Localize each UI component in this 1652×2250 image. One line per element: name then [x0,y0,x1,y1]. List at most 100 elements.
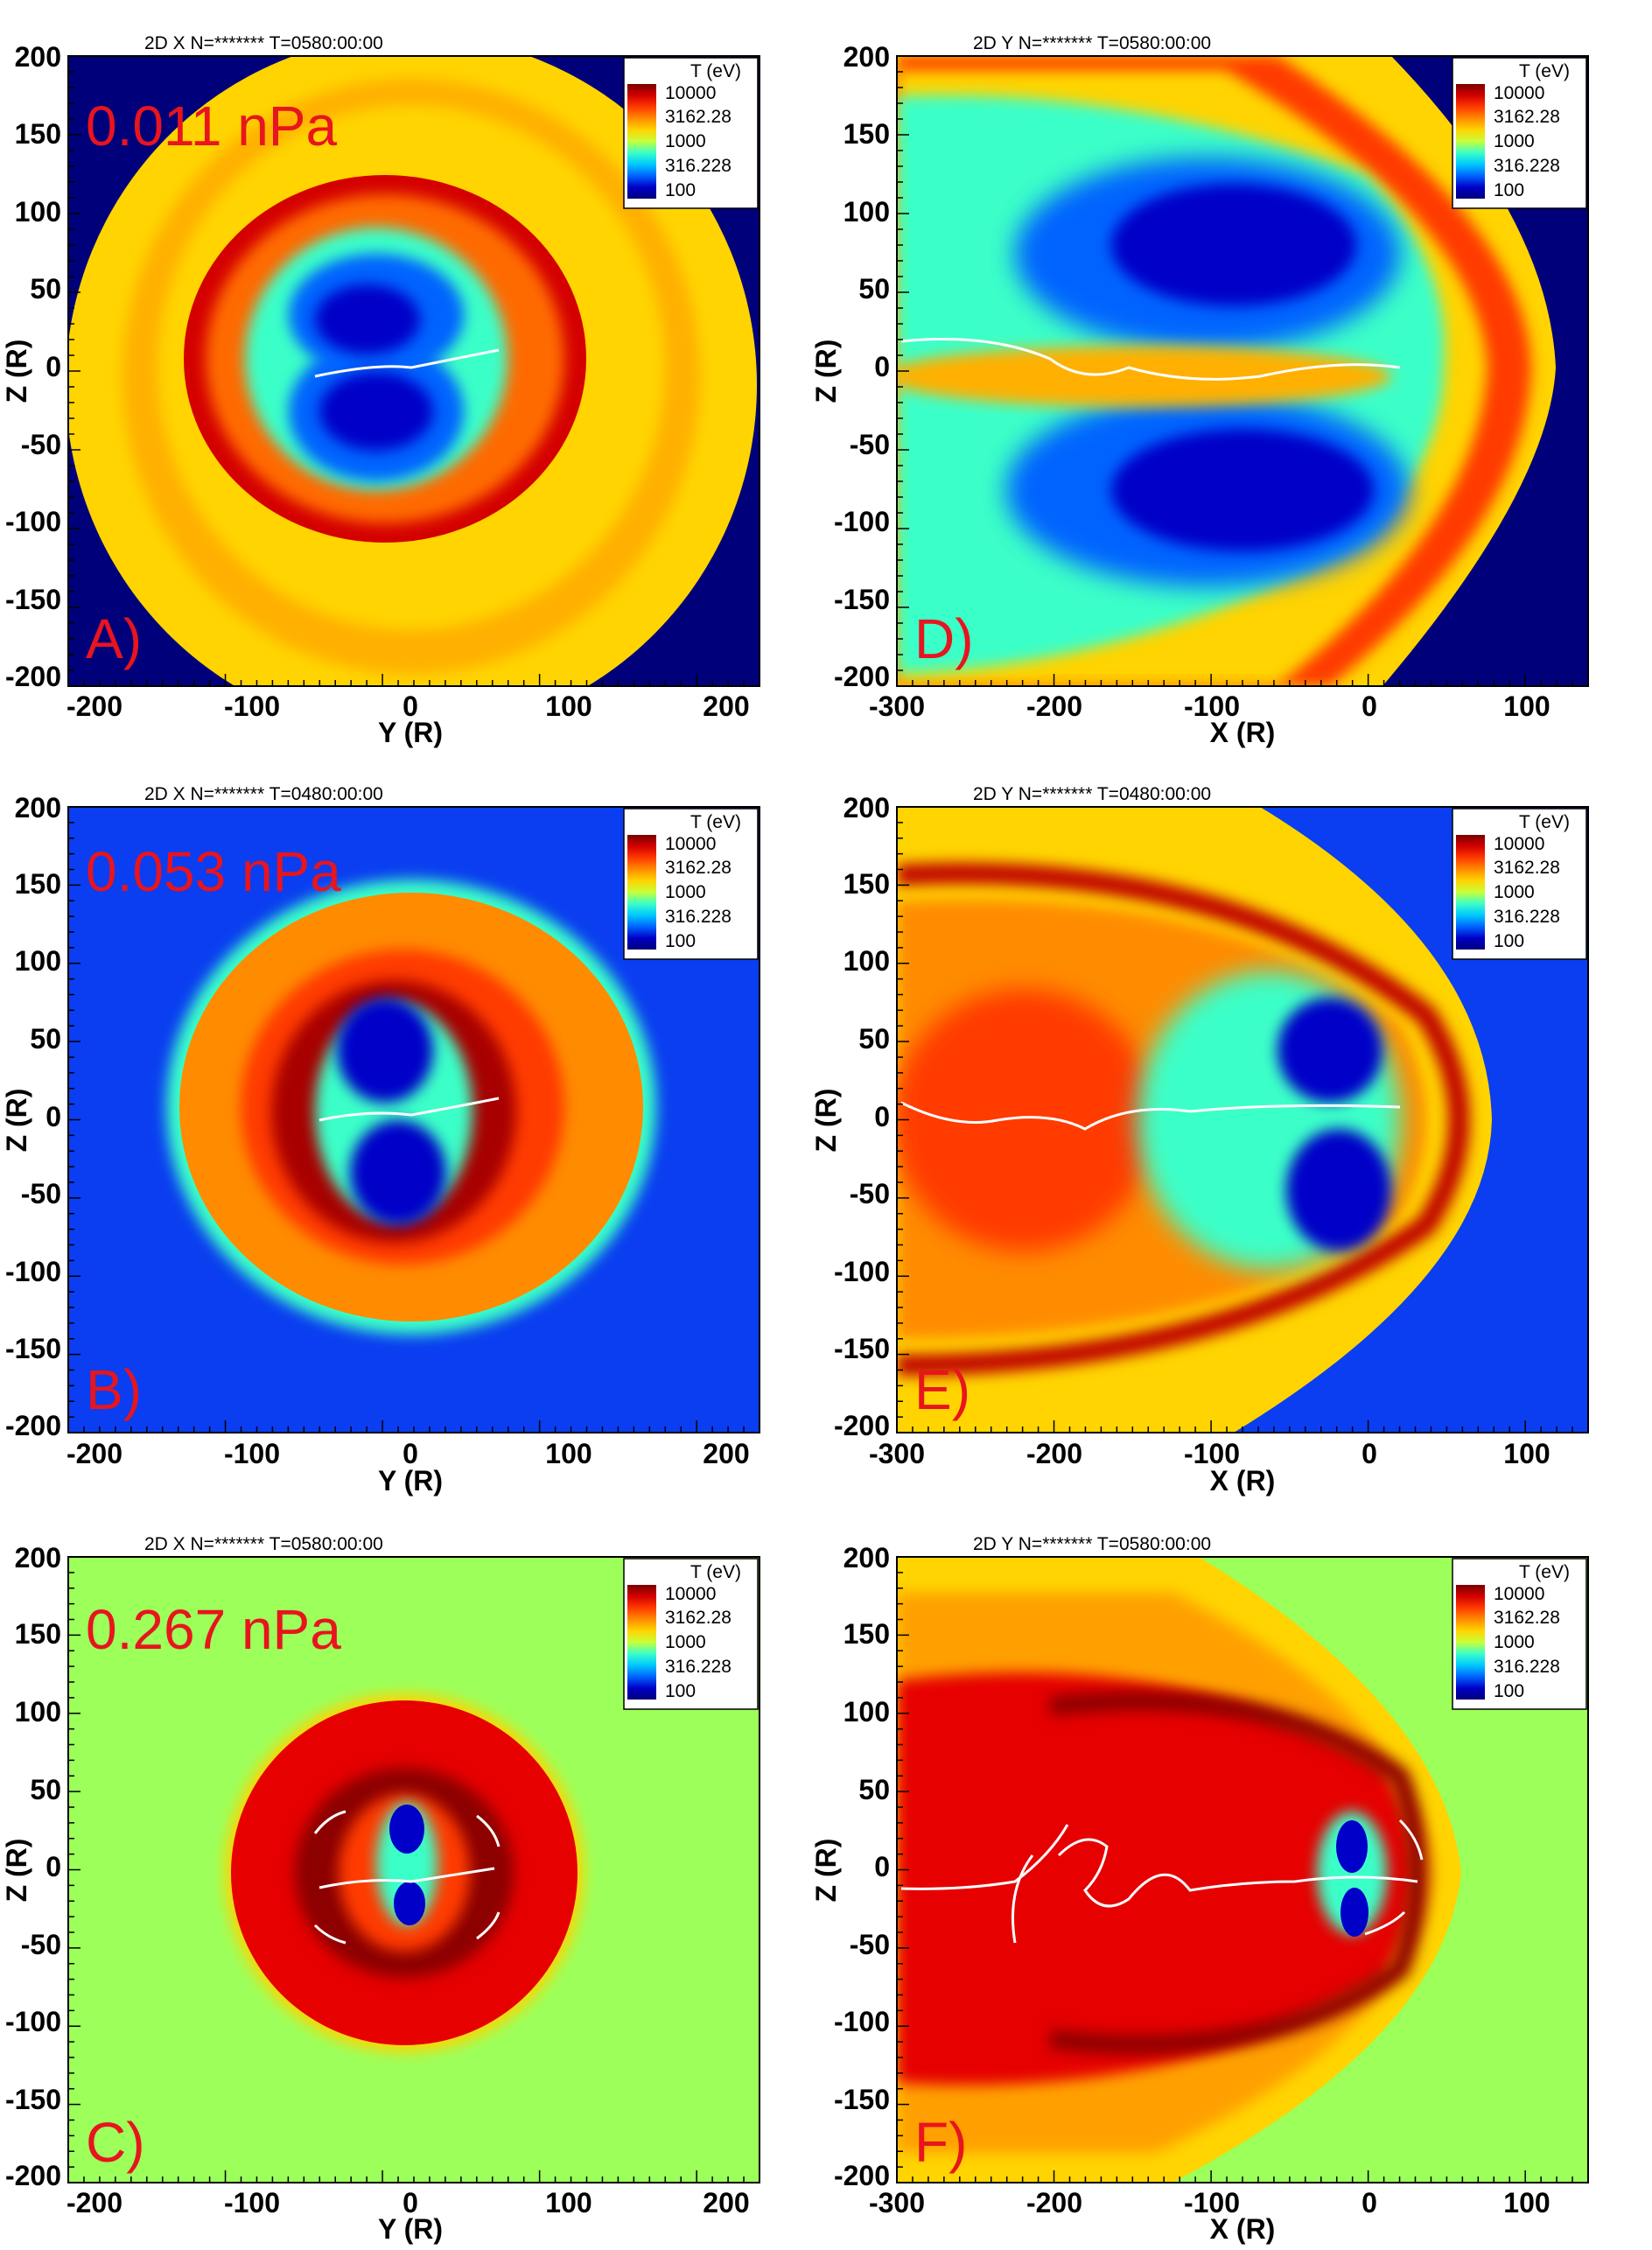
y-tick-label: -100 [834,2006,890,2037]
x-axis-label: Y (R) [378,717,443,748]
y-tick-label: 0 [874,351,890,382]
panel-header: 2D X N=******* T=0480:00:00 [144,784,383,804]
current-sheet-line [900,1824,1069,1890]
cold-lobe [1278,998,1382,1103]
y-tick-label: -50 [850,1178,890,1209]
y-tick-label: 50 [30,273,61,305]
cold-lobe [350,1120,446,1225]
hot-region [897,1672,1413,2085]
x-tick-label: -200 [1026,2187,1082,2218]
x-tick-label: 0 [402,1438,418,1469]
colorbar-tick-label: 3162.28 [1494,858,1560,878]
panel-c: 2D X N=******* T=0580:00:00 T (eV) 10000… [1,1534,760,2245]
colorbar-tick-label: 1000 [665,882,706,902]
x-tick-label: -100 [224,690,280,722]
y-tick-label: 50 [858,1774,890,1805]
x-tick-label: 0 [1362,690,1377,722]
y-axis-label: Z (R) [1,1839,32,1903]
cold-lobe [1336,1820,1368,1873]
colorbar-swatch [1456,1585,1485,1700]
y-tick-label: 100 [844,1696,890,1728]
panel-letter: D) [914,607,974,670]
panel-b: 2D X N=******* T=0480:00:00 T (eV) 10000… [1,784,760,1496]
colorbar-swatch [627,1585,656,1700]
cold-core [319,372,433,451]
x-tick-labels: -300 -200 -100 0 100 [869,1438,1550,1469]
y-tick-label: -100 [5,506,61,537]
y-tick-label: 150 [15,118,61,150]
y-tick-label: 50 [858,273,890,305]
panel-header: 2D X N=******* T=0580:00:00 [144,33,383,53]
colorbar-tick-label: 100 [665,931,696,951]
axis-ticks [67,55,760,687]
plot-area [68,807,760,1433]
colorbar-tick-label: 100 [665,180,696,200]
cold-lobe [1286,1129,1391,1251]
colorbar-legend: T (eV) 10000 3162.28 1000 316.228 100 [1452,57,1587,209]
x-tick-label: 100 [1503,690,1550,722]
plasma-sheet [897,346,1391,407]
colorbar-legend: T (eV) 10000 3162.28 1000 316.228 100 [623,1558,759,1710]
colorbar-legend: T (eV) 10000 3162.28 1000 316.228 100 [1452,1558,1587,1710]
y-tick-label: -50 [850,1929,890,1960]
colorbar-tick-label: 3162.28 [665,1608,732,1628]
colorbar-tick-label: 316.228 [665,907,732,927]
y-tick-label: -100 [5,2006,61,2037]
cold-core [1111,429,1374,551]
y-tick-label: 100 [15,945,61,977]
y-tick-label: -200 [5,1410,61,1441]
x-axis-label: Y (R) [378,1465,443,1496]
plot-area [68,1557,760,2183]
y-tick-label: 0 [46,1101,61,1132]
x-tick-label: 200 [703,690,749,722]
y-tick-label: -200 [5,661,61,692]
y-tick-label: -150 [834,1333,890,1364]
panel-e: 2D Y N=******* T=0480:00:00 T (eV) 10000… [810,784,1589,1496]
boundary-line [313,1924,346,1945]
boundary-line [1398,1819,1424,1861]
y-tick-label: 100 [844,945,890,977]
colorbar-title: T (eV) [690,1562,741,1582]
y-tick-labels: 200 150 100 50 0 -50 -100 -150 -200 [5,41,61,692]
y-tick-label: -150 [834,584,890,615]
tail-hot-region [897,989,1155,1251]
plot-area [897,807,1588,1433]
colorbar-legend: T (eV) 10000 3162.28 1000 316.228 100 [623,808,759,960]
panel-f: 2D Y N=******* T=0580:00:00 T (eV) 10000… [810,1534,1589,2245]
y-tick-label: -200 [834,1410,890,1441]
y-tick-label: 200 [15,792,61,824]
colorbar-tick-label: 3162.28 [665,107,732,127]
colorbar-tick-label: 316.228 [1494,1657,1560,1677]
y-axis-label: Z (R) [810,1089,842,1153]
colorbar-legend: T (eV) 10000 3162.28 1000 316.228 100 [623,57,759,209]
colorbar-tick-label: 1000 [1494,131,1535,151]
y-tick-label: 50 [30,1774,61,1805]
y-tick-label: 0 [874,1851,890,1882]
current-sheet-line [1012,1854,1034,1944]
colorbar-title: T (eV) [1519,61,1570,81]
y-tick-label: 150 [844,1618,890,1650]
colorbar-tick-label: 10000 [665,1584,716,1604]
colorbar-legend: T (eV) 10000 3162.28 1000 316.228 100 [1452,808,1587,960]
plot-area [897,1557,1588,2183]
y-tick-labels: 200 150 100 50 0 -50 -100 -150 -200 [834,1542,890,2191]
colorbar-title: T (eV) [1519,1562,1570,1582]
x-tick-label: -200 [1026,1438,1082,1469]
x-tick-label: -200 [1026,690,1082,722]
x-tick-label: -100 [224,1438,280,1469]
panel-a: 2D X N=******* T=0580:00:00 T (eV) 10000… [1,33,760,748]
y-tick-label: 150 [844,118,890,150]
y-axis-label: Z (R) [810,1839,842,1903]
y-tick-labels: 200 150 100 50 0 -50 -100 -150 -200 [5,1542,61,2191]
colorbar-title: T (eV) [1519,812,1570,832]
colorbar-tick-label: 316.228 [665,1657,732,1677]
y-tick-labels: 200 150 100 50 0 -50 -100 -150 -200 [834,792,890,1441]
axis-ticks [896,55,1589,687]
colorbar-tick-label: 100 [665,1681,696,1701]
colorbar-tick-label: 10000 [1494,83,1544,103]
x-tick-label: -200 [66,2187,122,2218]
boundary-line [1364,1910,1406,1936]
panel-letter: B) [86,1358,142,1421]
x-tick-label: 0 [402,2187,418,2218]
x-tick-labels: -300 -200 -100 0 100 [869,2187,1550,2218]
